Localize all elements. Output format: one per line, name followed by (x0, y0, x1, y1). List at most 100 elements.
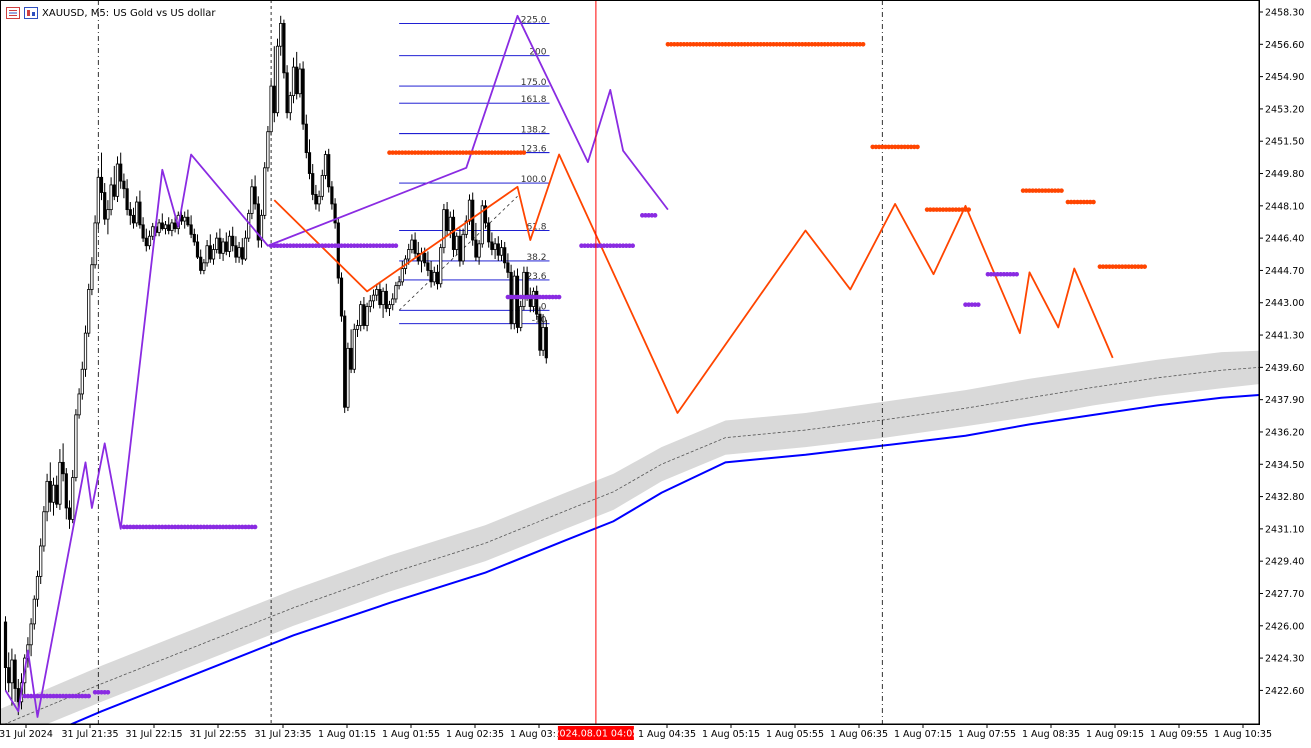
candle-body (10, 659, 14, 684)
support-dot (86, 693, 91, 699)
resistance-dot (1056, 188, 1061, 193)
candle-body (391, 298, 395, 306)
candle-body (298, 68, 302, 95)
resistance-dot (460, 150, 466, 155)
candle-body (80, 368, 84, 395)
support-dot (521, 294, 527, 300)
resistance-dot (796, 42, 802, 47)
candle-body (170, 222, 174, 231)
support-dot (995, 271, 1000, 277)
candle-body (183, 216, 187, 222)
candle-body (186, 216, 190, 226)
resistance-dot (515, 150, 520, 155)
trade-panel-icon[interactable] (6, 7, 20, 19)
support-dot (38, 693, 43, 699)
candle-body (525, 271, 529, 296)
resistance-dot (486, 150, 492, 155)
support-dot (227, 524, 232, 530)
support-dot (640, 213, 645, 218)
candle-body (224, 241, 228, 252)
chart-window-icon[interactable] (24, 7, 38, 19)
resistance-dot (793, 42, 799, 47)
resistance-dot (422, 150, 428, 155)
support-dot (512, 294, 517, 300)
candle-body (99, 176, 104, 193)
candle-body (42, 511, 46, 547)
resistance-dot (1068, 199, 1074, 205)
support-dot (505, 294, 511, 300)
fib-level-label: 161.8 (521, 95, 547, 105)
support-dot (307, 243, 312, 249)
candle-body (451, 216, 456, 250)
price-tick-label: 2431.10 (1265, 524, 1304, 535)
candle-body (263, 167, 267, 216)
candle-body (426, 262, 430, 271)
time-tick-label: 1 Aug 01:55 (382, 729, 440, 740)
resistance-dot (393, 150, 399, 155)
candle-body (96, 176, 100, 224)
support-dot (608, 243, 613, 249)
support-dot (220, 524, 226, 530)
support-dot (236, 524, 242, 530)
support-dot (166, 524, 171, 530)
support-dot (211, 524, 216, 530)
candle-body (163, 224, 168, 230)
support-dot (102, 690, 107, 695)
candle-body (151, 226, 155, 237)
candle-body (397, 281, 401, 287)
resistance-dot (489, 150, 495, 155)
candle-body (282, 23, 286, 74)
resistance-dot (403, 150, 408, 155)
candle-body (275, 45, 280, 114)
candle-body (83, 332, 88, 370)
support-dot (249, 524, 255, 530)
time-tick-label: 1 Aug 01:15 (318, 729, 376, 740)
support-dot (70, 693, 75, 699)
candle-body (483, 205, 488, 224)
resistance-dot (684, 42, 690, 47)
resistance-dot (668, 42, 674, 47)
candle-body (339, 277, 344, 317)
candle-body (138, 201, 142, 226)
support-dot (320, 243, 325, 249)
candle-body (237, 247, 241, 258)
candle-body (410, 239, 414, 250)
candle-body (173, 222, 177, 230)
support-dot (243, 524, 248, 530)
support-dot (384, 243, 389, 249)
candle-body (378, 289, 382, 306)
candle-body (288, 95, 292, 114)
support-dot (348, 243, 354, 249)
resistance-dot (752, 42, 757, 47)
candle-body (119, 163, 123, 182)
support-dot (224, 524, 229, 530)
candle-body (327, 154, 331, 188)
candle-body (272, 85, 276, 114)
price-tick-label: 2441.30 (1265, 331, 1304, 342)
support-dot (316, 243, 322, 249)
candle-body (199, 256, 203, 271)
resistance-dot (780, 42, 786, 47)
candle-body (503, 247, 507, 264)
support-dot (185, 524, 191, 530)
support-dot (144, 524, 149, 530)
candle-body (333, 203, 337, 224)
resistance-dot (896, 144, 901, 150)
support-dot (128, 524, 133, 530)
resistance-dot (787, 42, 792, 47)
support-dot (585, 243, 591, 249)
resistance-dot (854, 42, 859, 47)
resistance-dot (880, 144, 885, 150)
resistance-dot (1139, 264, 1144, 269)
time-tick-label: 1 Aug 07:15 (894, 729, 952, 740)
time-tick-label: 1 Aug 02:35 (446, 729, 504, 740)
candle-body (61, 461, 65, 475)
candle-body (455, 235, 459, 250)
resistance-dot (425, 150, 431, 155)
candle-body (93, 222, 97, 266)
candle-body (343, 315, 347, 408)
candle-body (279, 23, 283, 47)
resistance-dot (848, 42, 853, 47)
